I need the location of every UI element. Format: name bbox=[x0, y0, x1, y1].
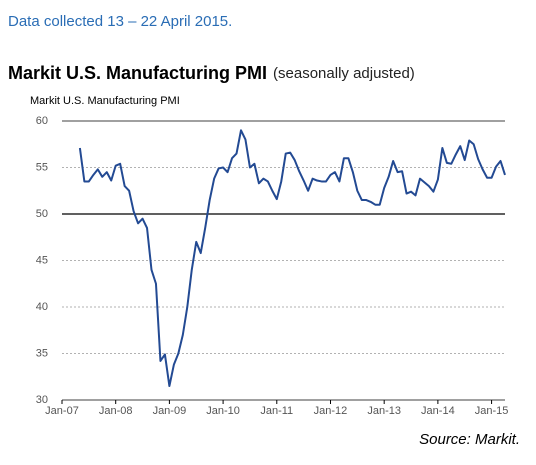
data-line bbox=[78, 129, 506, 388]
x-tick-label: Jan-14 bbox=[421, 405, 455, 417]
y-tick-label: 30 bbox=[36, 394, 48, 406]
source: Source: Markit. bbox=[419, 431, 520, 448]
y-tick-label: 40 bbox=[36, 301, 48, 313]
chart-title-row: Markit U.S. Manufacturing PMI (seasonally… bbox=[8, 63, 415, 83]
y-axis-label: Markit U.S. Manufacturing PMI bbox=[30, 95, 180, 107]
y-tick-label: 55 bbox=[36, 161, 48, 173]
chart-subtitle: (seasonally adjusted) bbox=[273, 65, 415, 82]
y-tick-label: 60 bbox=[36, 115, 48, 127]
x-tick-label: Jan-15 bbox=[475, 405, 509, 417]
chart-title: Markit U.S. Manufacturing PMI bbox=[8, 63, 267, 83]
x-tick-label: Jan-09 bbox=[153, 405, 187, 417]
x-tick-label: Jan-13 bbox=[367, 405, 401, 417]
x-tick-label: Jan-11 bbox=[260, 405, 293, 417]
y-tick-label: 35 bbox=[36, 347, 48, 359]
x-tick-label: Jan-08 bbox=[99, 405, 133, 417]
y-tick-label: 50 bbox=[36, 208, 48, 220]
x-tick-label: Jan-10 bbox=[206, 405, 240, 417]
x-tick-label: Jan-12 bbox=[314, 405, 348, 417]
x-tick-label: Jan-07 bbox=[45, 405, 79, 417]
y-tick-label: 45 bbox=[36, 254, 48, 266]
note: Data collected 13 – 22 April 2015. bbox=[8, 13, 232, 30]
